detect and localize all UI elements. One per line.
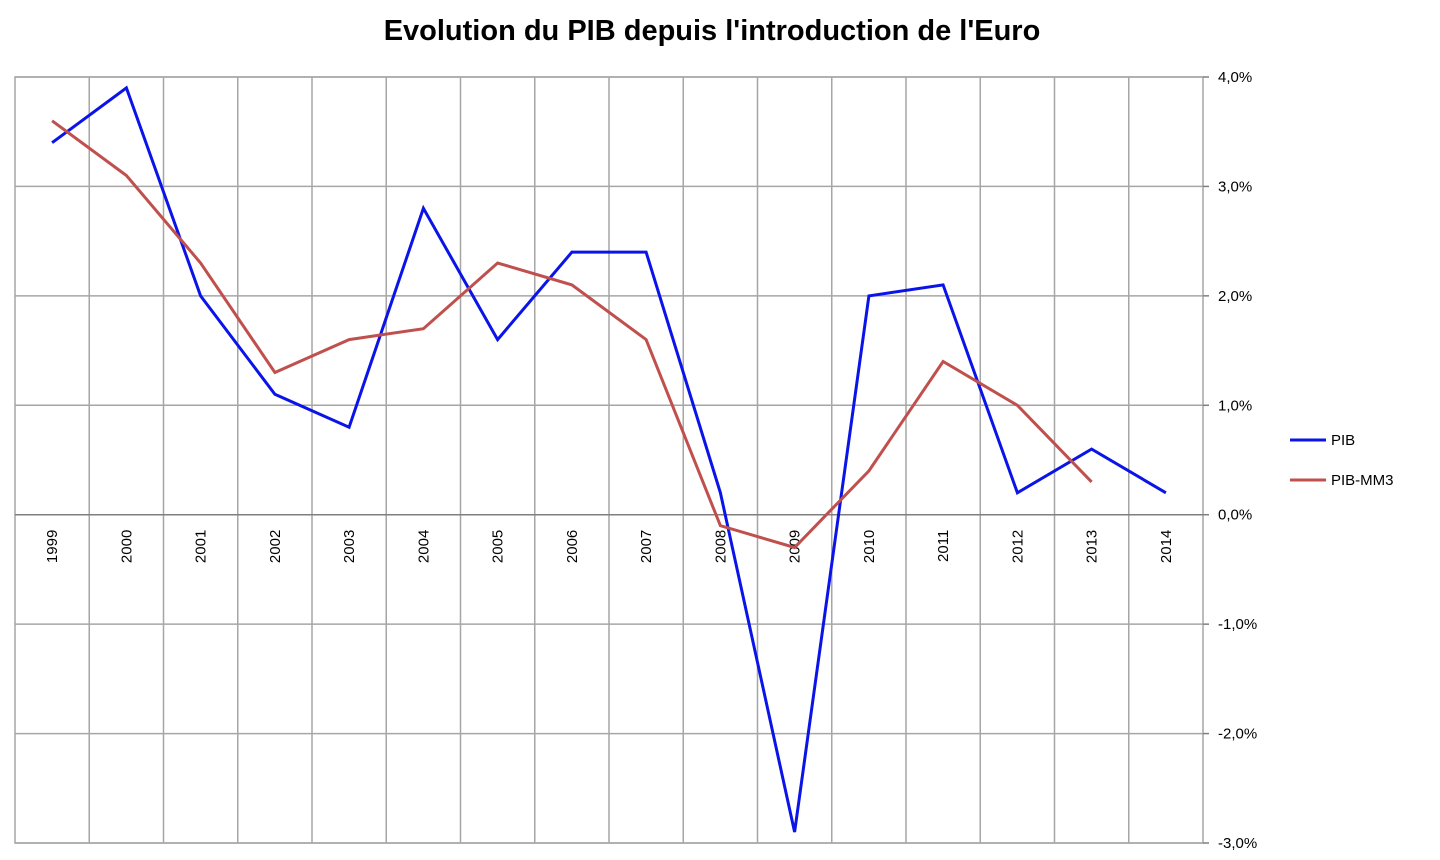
x-tick-label: 2006 bbox=[564, 530, 581, 563]
x-tick-label: 1999 bbox=[44, 530, 61, 563]
y-tick-label: 4,0% bbox=[1218, 69, 1252, 86]
x-tick-label: 2010 bbox=[861, 530, 878, 563]
x-tick-label: 2008 bbox=[712, 530, 729, 563]
x-tick-label: 2011 bbox=[935, 530, 952, 562]
y-tick-label: 1,0% bbox=[1218, 397, 1252, 414]
chart-title: Evolution du PIB depuis l'introduction d… bbox=[384, 15, 1041, 47]
x-tick-label: 2001 bbox=[193, 530, 210, 563]
x-tick-label: 2004 bbox=[415, 530, 432, 563]
series-lines bbox=[51, 85, 1167, 833]
gridlines bbox=[14, 76, 1209, 844]
y-tick-label: -1,0% bbox=[1218, 616, 1257, 633]
series-line-pib bbox=[51, 85, 1167, 833]
y-tick-label: 3,0% bbox=[1218, 178, 1252, 195]
x-tick-label: 2002 bbox=[267, 530, 284, 563]
y-axis-labels: 4,0% 3,0% 2,0% 1,0% 0,0% -1,0% -2,0% -3,0% bbox=[1218, 69, 1257, 852]
y-tick-label: 2,0% bbox=[1218, 288, 1252, 305]
x-tick-label: 2003 bbox=[341, 530, 358, 563]
y-tick-label: -3,0% bbox=[1218, 835, 1257, 852]
legend-label-pib: PIB bbox=[1331, 432, 1355, 449]
y-tick-label: 0,0% bbox=[1218, 507, 1252, 524]
x-tick-label: 2014 bbox=[1158, 530, 1175, 563]
x-tick-label: 2007 bbox=[638, 530, 655, 563]
x-tick-label: 2005 bbox=[490, 530, 507, 563]
x-axis-labels: 1999 2000 2001 2002 2003 2004 2005 2006 2007 2008… bbox=[44, 530, 1175, 563]
series-line-pib-mm3 bbox=[51, 119, 1093, 550]
x-tick-label: 2013 bbox=[1084, 530, 1101, 563]
legend: PIB PIB-MM3 bbox=[1290, 432, 1394, 489]
x-tick-label: 2000 bbox=[118, 530, 135, 563]
legend-label-pib-mm3: PIB-MM3 bbox=[1331, 472, 1394, 489]
x-tick-label: 2012 bbox=[1009, 530, 1026, 563]
y-tick-label: -2,0% bbox=[1218, 726, 1257, 743]
